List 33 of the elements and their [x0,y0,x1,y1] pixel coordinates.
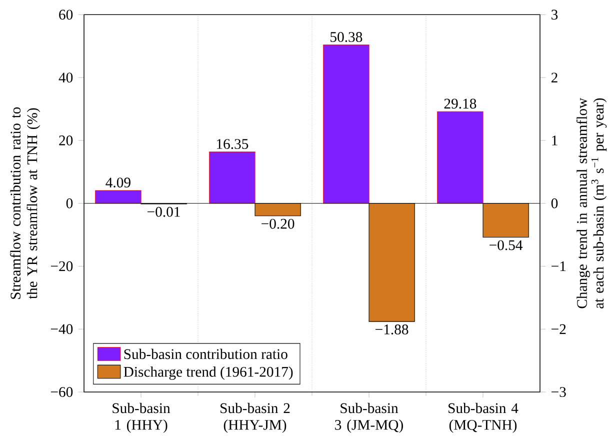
y-tick-label: 60 [59,10,73,20]
y2-tick-label: −3 [552,387,566,398]
y-tick-label: 20 [59,136,73,146]
data-label: 4.09 [106,178,130,188]
y2-tick-label: 1 [552,136,558,146]
data-label: −0.20 [262,219,294,229]
y-tick-label: −40 [50,324,73,334]
data-label: 50.38 [330,32,362,42]
bar [323,44,370,204]
legend-label: Sub-basin contribution ratio [124,348,288,360]
x-tick-label: Sub-basin 4 (MQ-TNH) [448,403,518,433]
data-label: 16.35 [217,139,248,150]
bar [437,111,484,204]
legend-label: Discharge trend (1961-2017) [124,366,293,380]
x-tick-label: Sub-basin 1 (HHY) [112,403,170,433]
bar [95,190,142,204]
y2-tick-label: 3 [552,10,558,20]
x-tick-label: Sub-basin 3 (JM-MQ) [335,403,403,433]
data-label: −1.88 [376,324,408,335]
y2-tick-label: −1 [552,262,566,272]
bar [209,152,256,204]
y2-tick-label: 0 [551,198,558,208]
data-label: −0.01 [148,207,180,218]
y2-tick-label: 2 [551,72,558,83]
y-axis-title: Streamflow contribution ratio to the YR streamflow at TNH (%) [10,108,40,300]
y-tick-label: 40 [58,72,73,83]
y2-tick-label: −2 [552,324,566,334]
y-tick-label: −60 [50,387,73,398]
y-tick-label: 0 [66,198,73,208]
x-tick-label: Sub-basin 2 (HHY-JM) [220,403,290,433]
y-tick-label: −20 [50,261,73,272]
data-label: −0.54 [490,240,523,250]
data-label: 29.18 [444,98,476,109]
